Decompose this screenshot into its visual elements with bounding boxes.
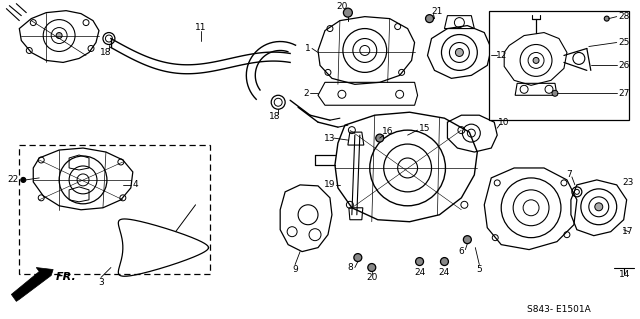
Text: 25: 25 (618, 38, 629, 47)
Bar (489, 11, 628, 120)
Circle shape (533, 57, 539, 63)
Text: 3: 3 (98, 278, 104, 287)
Text: 6: 6 (458, 247, 464, 256)
Text: 8: 8 (347, 263, 353, 272)
Text: 11: 11 (195, 23, 206, 32)
Text: 20: 20 (366, 273, 378, 282)
Text: 17: 17 (622, 227, 634, 236)
Polygon shape (12, 268, 53, 301)
Circle shape (376, 134, 384, 142)
Text: 4: 4 (133, 180, 139, 189)
Circle shape (456, 48, 463, 56)
Text: 21: 21 (432, 7, 443, 16)
Text: 12: 12 (495, 51, 507, 60)
Circle shape (426, 15, 433, 23)
Text: 13: 13 (324, 134, 336, 143)
Circle shape (344, 8, 353, 17)
Text: FR.: FR. (56, 272, 77, 283)
Circle shape (368, 263, 376, 271)
Circle shape (21, 177, 26, 182)
Text: 15: 15 (419, 124, 430, 133)
Text: 23: 23 (622, 178, 634, 187)
Text: 19: 19 (324, 180, 336, 189)
Text: S843- E1501A: S843- E1501A (527, 305, 591, 314)
Text: 20: 20 (336, 2, 348, 11)
Circle shape (463, 236, 471, 244)
Text: 27: 27 (618, 89, 629, 98)
Text: 24: 24 (439, 268, 450, 277)
Text: 2: 2 (303, 89, 309, 98)
Text: 7: 7 (566, 170, 572, 179)
Circle shape (595, 203, 603, 211)
Circle shape (440, 257, 449, 265)
Circle shape (552, 90, 558, 96)
Text: 14: 14 (620, 270, 630, 279)
Text: 10: 10 (499, 118, 510, 127)
Text: 18: 18 (100, 48, 112, 57)
Text: 9: 9 (292, 265, 298, 274)
Circle shape (415, 257, 424, 265)
Circle shape (56, 33, 62, 39)
Text: 28: 28 (618, 12, 629, 21)
Text: 18: 18 (269, 112, 281, 121)
Text: 24: 24 (414, 268, 425, 277)
Text: 16: 16 (382, 127, 394, 136)
Text: 5: 5 (476, 265, 482, 274)
Circle shape (354, 254, 362, 262)
Text: 1: 1 (305, 44, 311, 53)
Text: 26: 26 (618, 61, 629, 70)
Circle shape (604, 16, 609, 21)
Text: 22: 22 (8, 175, 19, 184)
